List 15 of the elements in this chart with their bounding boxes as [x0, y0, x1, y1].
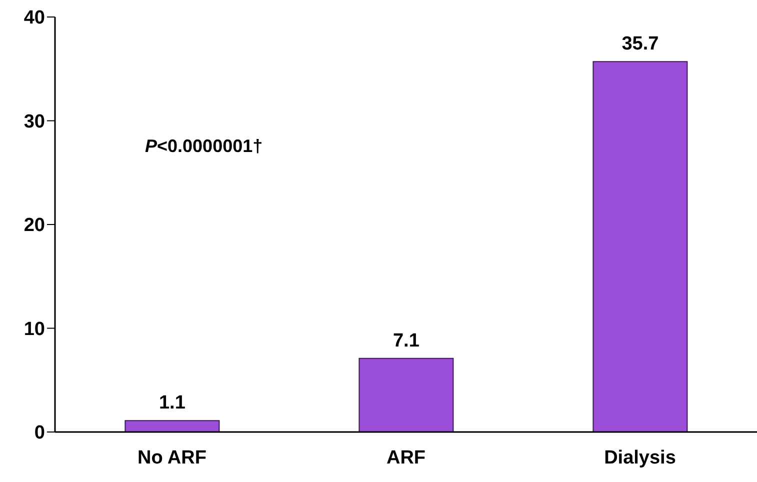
annotation: P<0.0000001† [145, 136, 263, 157]
bar [592, 61, 688, 432]
x-tick-label: ARF [386, 447, 426, 468]
bar [358, 358, 454, 432]
y-tick-label: 40 [24, 8, 45, 29]
y-tick-label: 10 [24, 318, 45, 340]
bar [124, 420, 220, 432]
y-tick-label: 20 [24, 215, 45, 236]
data-label: 35.7 [622, 34, 659, 55]
x-tick-label: No ARF [138, 447, 206, 468]
y-tick-label: 30 [24, 111, 45, 132]
x-tick-label: Dialysis [604, 447, 676, 468]
y-tick-label: 0 [34, 422, 45, 444]
data-label: 1.1 [158, 392, 186, 414]
data-label: 7.1 [392, 330, 420, 352]
